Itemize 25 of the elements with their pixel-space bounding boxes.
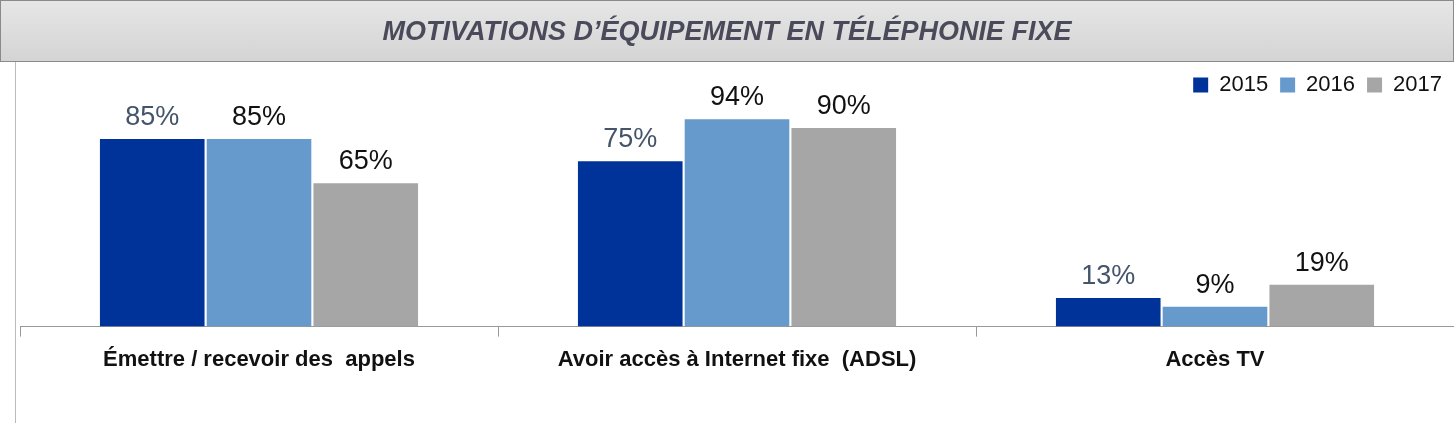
bar	[206, 139, 312, 327]
data-label: 90%	[816, 90, 871, 121]
data-label: 85%	[125, 101, 180, 132]
bar	[577, 161, 683, 327]
data-label: 65%	[338, 145, 393, 176]
x-tick-label: Accès TV	[1165, 345, 1265, 371]
bar	[99, 139, 205, 327]
data-label: 85%	[231, 101, 287, 132]
data-label: 19%	[1294, 246, 1349, 277]
legend-label: 2015	[1219, 71, 1269, 97]
x-tick-label: Avoir accès à Internet fixe (ADSL)	[557, 345, 917, 371]
data-label: 13%	[1081, 259, 1136, 290]
data-label: 9%	[1195, 268, 1235, 299]
bar	[791, 128, 897, 327]
bar	[1055, 297, 1161, 327]
bar	[1269, 284, 1375, 327]
data-label: 75%	[603, 123, 658, 154]
x-tick-label: Émettre / recevoir des appels	[103, 345, 415, 371]
chart-title: MOTIVATIONS D’ÉQUIPEMENT EN TÉLÉPHONIE FIXE	[0, 0, 1454, 62]
legend-label: 2016	[1306, 71, 1356, 97]
legend-label: 2017	[1393, 71, 1443, 97]
bar	[1162, 306, 1268, 327]
bar	[684, 119, 790, 327]
bar	[313, 183, 419, 327]
data-label: 94%	[709, 81, 765, 112]
